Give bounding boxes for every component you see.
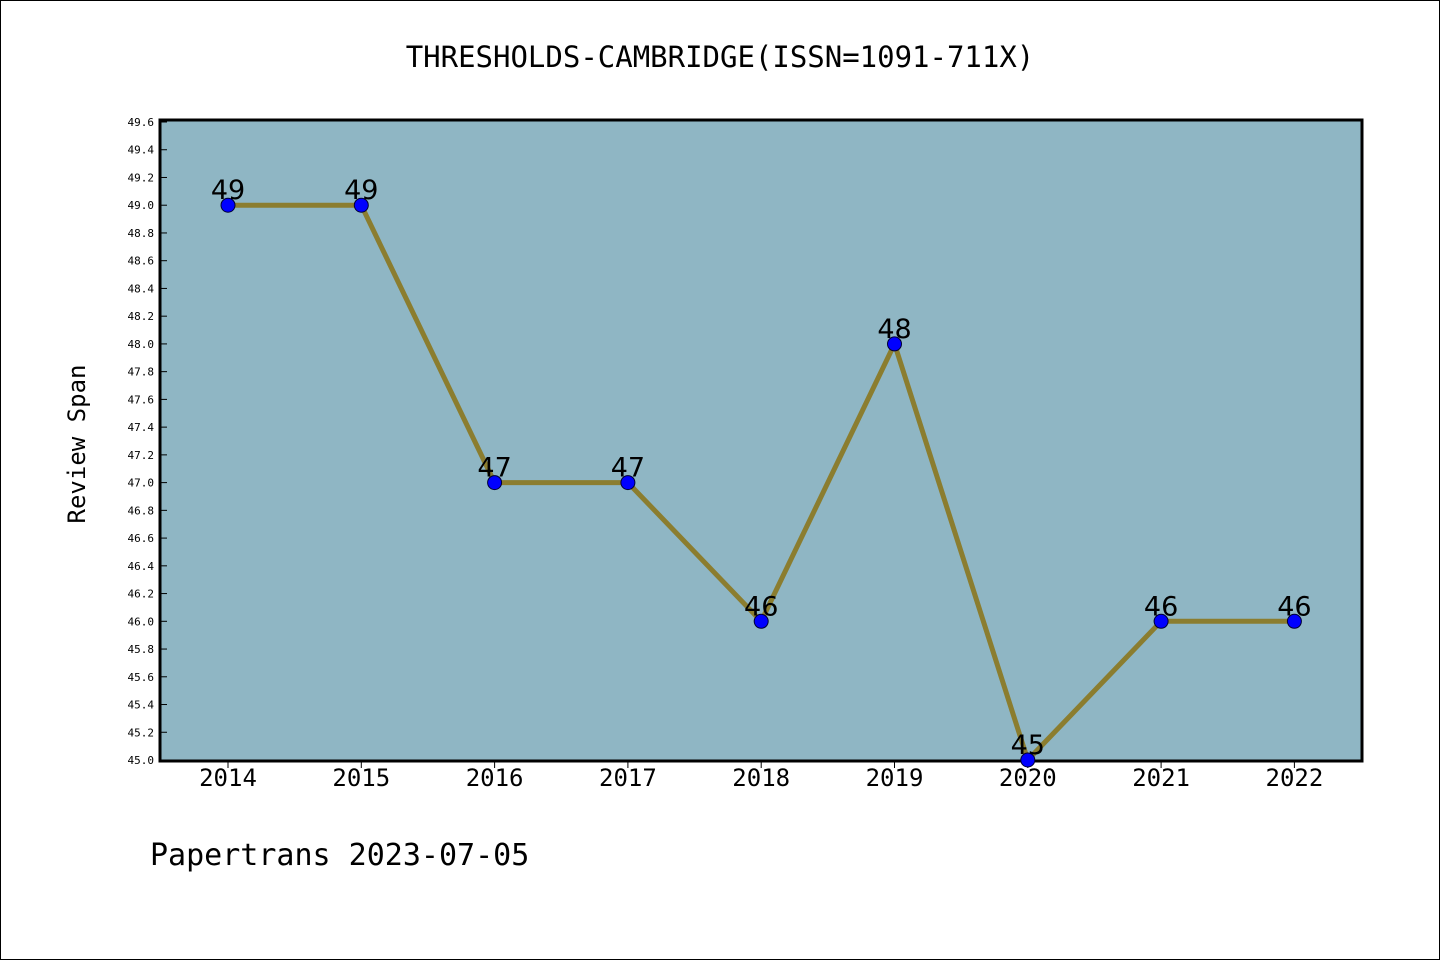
x-tick-label: 2022 [1266, 764, 1324, 792]
x-tick-label: 2019 [866, 764, 924, 792]
y-tick-label: 49.6 [128, 116, 155, 129]
data-point-marker [620, 475, 636, 491]
y-tick-label: 49.2 [128, 171, 155, 184]
y-tick-label: 47.6 [128, 393, 155, 406]
data-label: 46 [1144, 591, 1178, 622]
y-axis-ticks: 45.0 45.2 45.4 45.6 45.8 46.0 46.2 46.4 46.6 46.8… [128, 116, 167, 767]
y-tick-label: 48.4 [128, 282, 155, 295]
y-tick-label: 45.8 [128, 643, 155, 656]
y-tick-label: 49.0 [128, 199, 155, 212]
data-point-marker [1153, 613, 1169, 629]
data-label: 48 [877, 314, 911, 345]
data-labels: 49 49 47 47 46 48 45 46 46 [211, 175, 1312, 761]
data-point-marker [753, 613, 769, 629]
y-tick-label: 47.4 [128, 421, 155, 434]
data-point-marker [1286, 613, 1302, 629]
y-tick-label: 47.0 [128, 477, 155, 490]
y-tick-label: 46.6 [128, 532, 155, 545]
data-point-marker [220, 197, 236, 213]
y-tick-label: 48.2 [128, 310, 155, 323]
y-tick-label: 46.0 [128, 615, 155, 628]
y-tick-label: 47.8 [128, 366, 155, 379]
x-tick-label: 2017 [599, 764, 657, 792]
data-label: 46 [1277, 591, 1311, 622]
y-tick-label: 47.2 [128, 449, 155, 462]
x-tick-label: 2014 [199, 764, 257, 792]
y-tick-label: 48.6 [128, 255, 155, 268]
data-label: 47 [611, 453, 645, 484]
plot-area [158, 118, 1364, 763]
y-tick-label: 48.0 [128, 338, 155, 351]
y-tick-label: 45.0 [128, 754, 155, 767]
y-axis-label: Review Span [63, 365, 91, 524]
y-tick-label: 45.4 [128, 699, 155, 712]
chart-title: THRESHOLDS-CAMBRIDGE(ISSN=1091-711X) [406, 40, 1035, 74]
data-label: 47 [477, 453, 511, 484]
data-point-marker [487, 475, 503, 491]
y-tick-label: 45.6 [128, 671, 155, 684]
footer-text: Papertrans 2023-07-05 [150, 838, 529, 873]
x-tick-label: 2018 [732, 764, 790, 792]
y-tick-label: 46.2 [128, 588, 155, 601]
x-tick-label: 2021 [1132, 764, 1190, 792]
y-tick-label: 48.8 [128, 227, 155, 240]
data-point-marker [353, 197, 369, 213]
data-point-marker [887, 336, 902, 352]
x-tick-label: 2020 [999, 764, 1057, 792]
data-label: 49 [211, 175, 245, 206]
x-tick-label: 2015 [332, 764, 390, 792]
x-tick-label: 2016 [466, 764, 524, 792]
y-tick-label: 49.4 [128, 144, 155, 157]
y-tick-label: 46.8 [128, 504, 155, 517]
data-label: 46 [744, 591, 778, 622]
y-tick-label: 46.4 [128, 560, 155, 573]
data-label: 49 [344, 175, 378, 206]
x-axis-ticks: 2014 2015 2016 2017 2018 2019 2020 2021 2022 [199, 762, 1323, 792]
y-tick-label: 45.2 [128, 726, 155, 739]
series-markers [220, 197, 1302, 768]
data-label: 45 [1011, 730, 1045, 761]
data-point-marker [1020, 752, 1036, 768]
